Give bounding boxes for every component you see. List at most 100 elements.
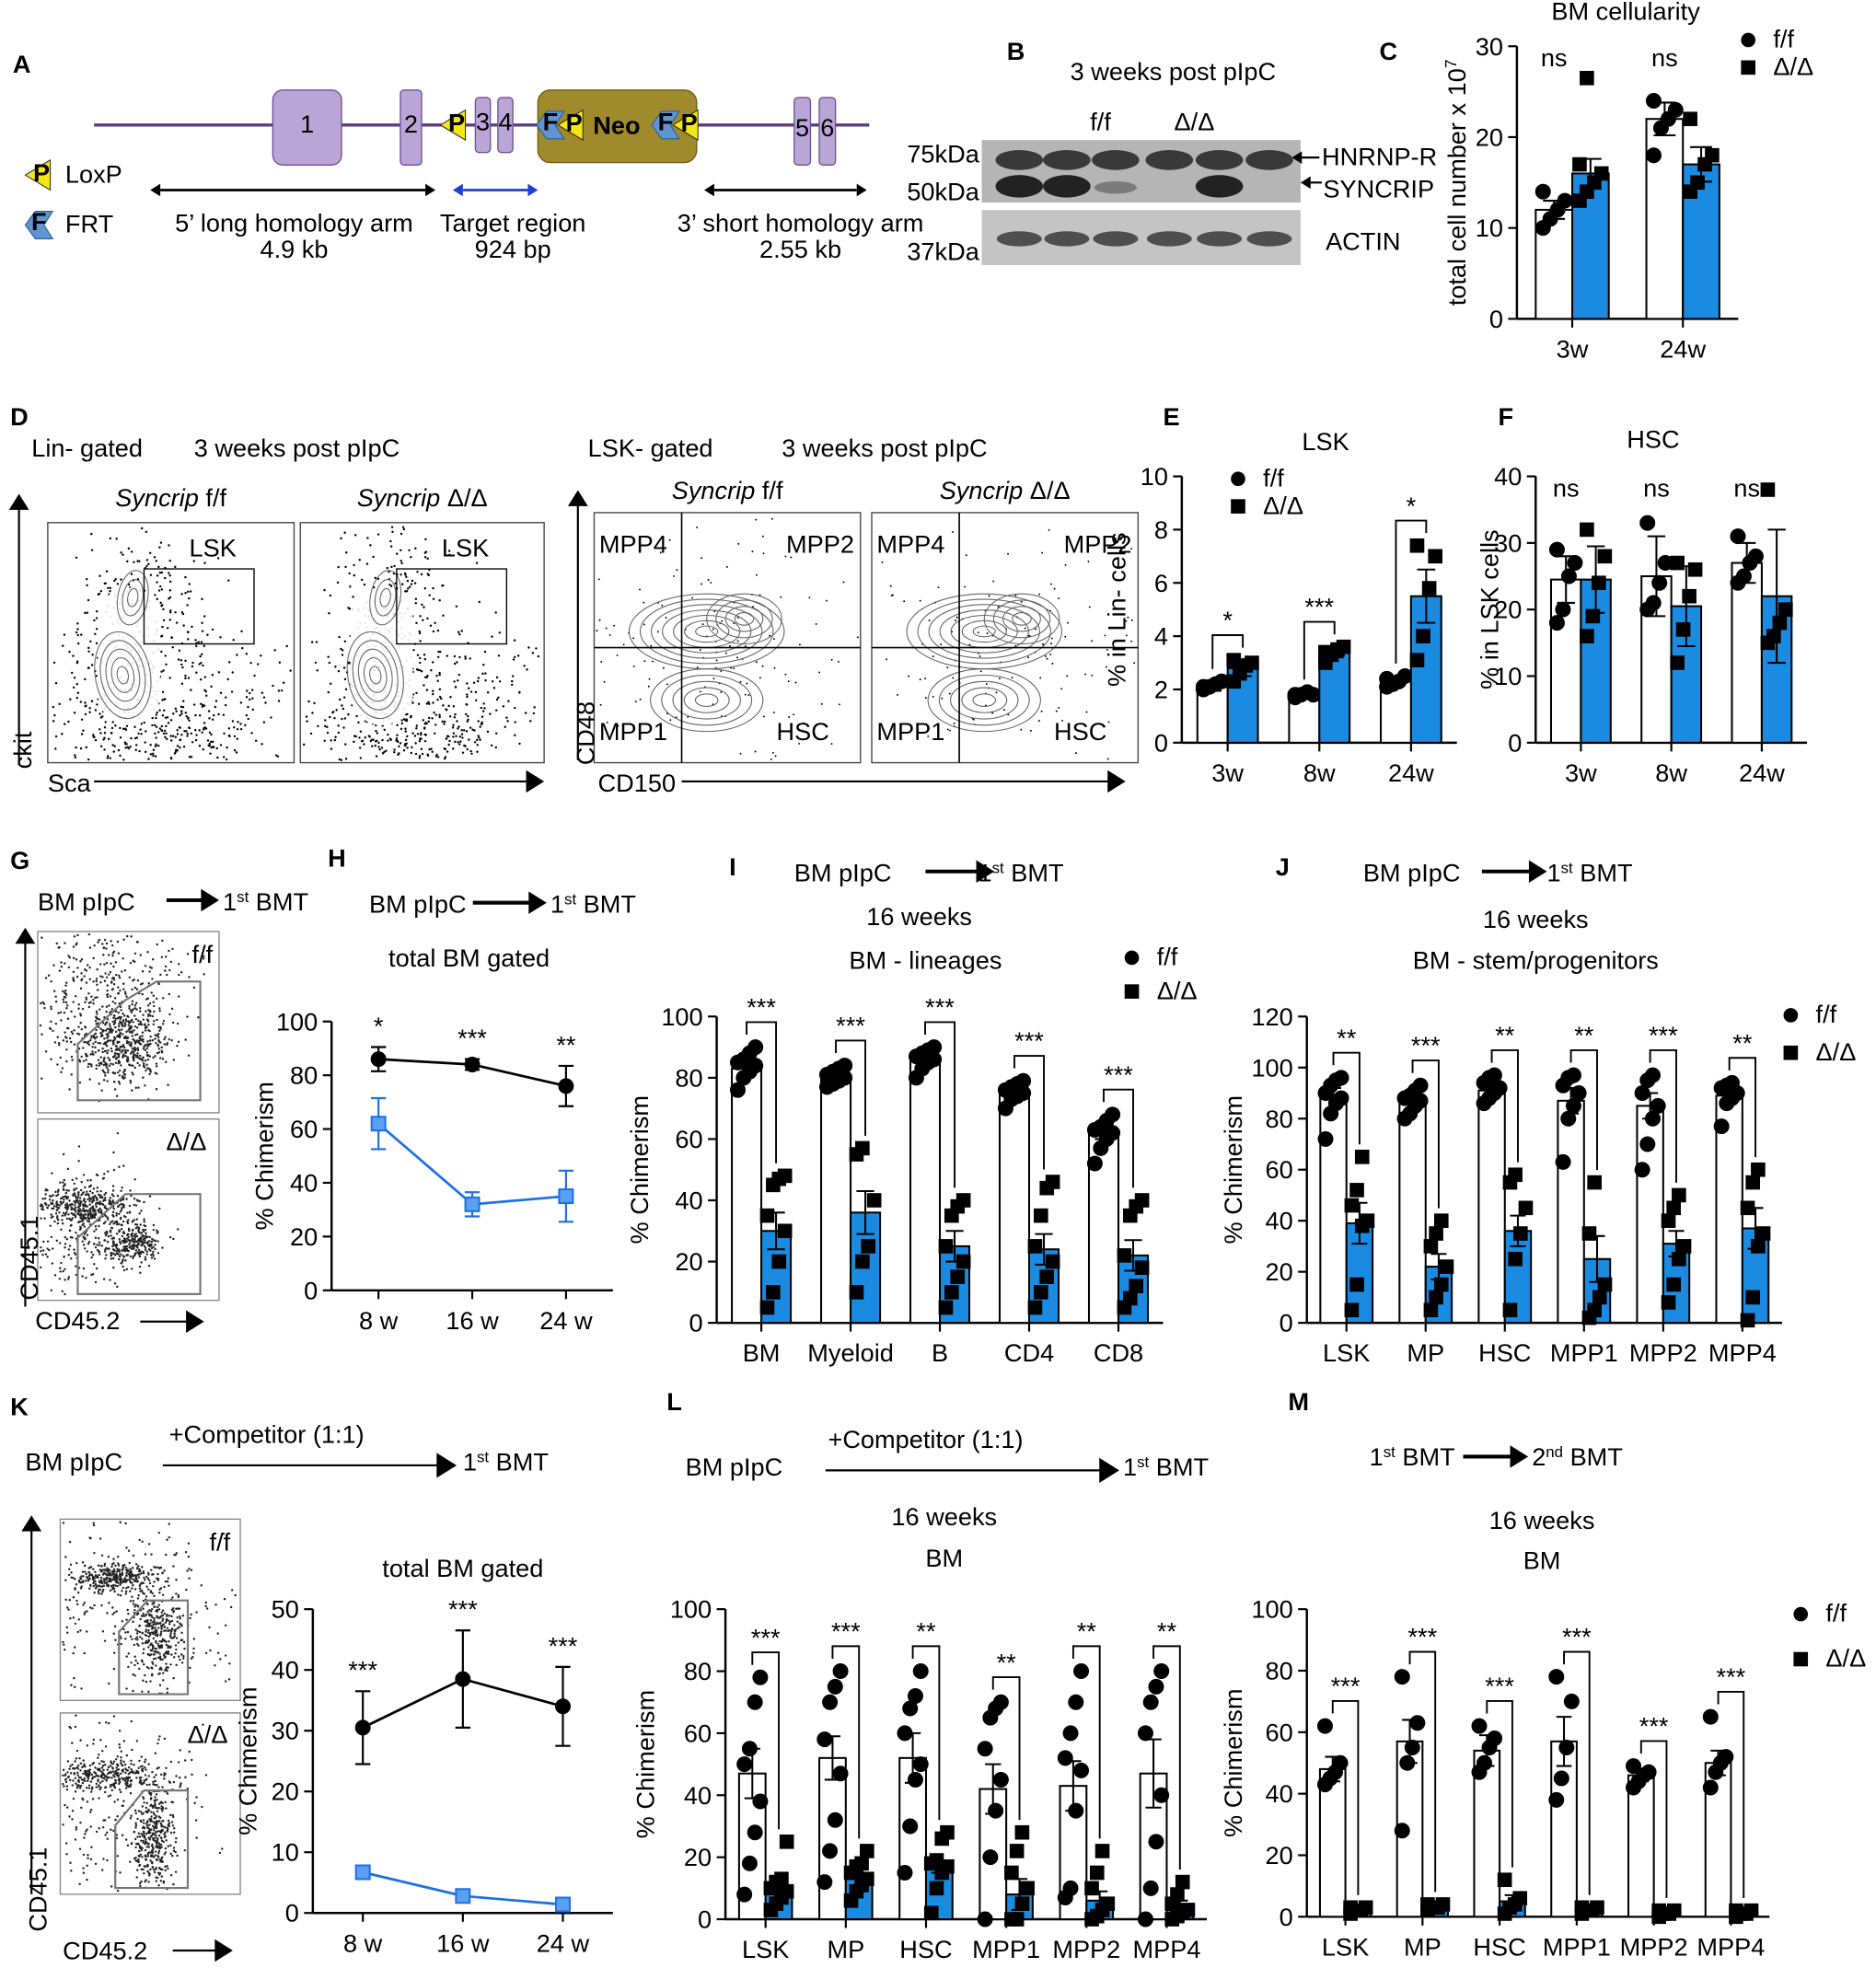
- event-dot: [154, 755, 157, 758]
- event-dot: [129, 1189, 132, 1192]
- event-dot: [370, 738, 374, 741]
- event-dot: [75, 975, 79, 978]
- event-dot: [353, 735, 356, 737]
- event-dot: [67, 1278, 70, 1280]
- event-dot: [125, 1569, 129, 1571]
- event-dot: [86, 1576, 89, 1580]
- event-dot: [126, 560, 129, 563]
- event-dot: [201, 597, 203, 601]
- event-dot: [115, 1570, 119, 1573]
- event-dot: [652, 660, 654, 663]
- arrow-head: [452, 183, 463, 197]
- event-dot: [131, 1047, 134, 1050]
- event-dot: [152, 1658, 156, 1661]
- event-dot: [61, 1214, 64, 1217]
- contour: [369, 570, 402, 626]
- band: [1245, 149, 1293, 170]
- band: [1197, 231, 1243, 247]
- event-dot: [63, 723, 66, 725]
- event-dot: [313, 701, 316, 705]
- arm-label: Target region: [440, 208, 586, 237]
- event-dot: [186, 590, 190, 594]
- event-dot: [67, 1213, 70, 1216]
- event-dot: [150, 1240, 154, 1244]
- event-dot: [156, 1838, 159, 1842]
- event-dot: [81, 1561, 85, 1564]
- event-dot: [118, 1165, 121, 1168]
- event-dot: [172, 1831, 176, 1834]
- event-dot: [134, 1638, 137, 1640]
- event-dot: [127, 1765, 131, 1769]
- event-dot: [74, 1204, 76, 1207]
- event-dot: [133, 1588, 137, 1591]
- event-dot: [154, 1605, 156, 1608]
- event-dot: [176, 749, 179, 752]
- event-dot: [153, 1566, 156, 1569]
- event-dot: [458, 655, 461, 659]
- event-dot: [145, 1236, 147, 1240]
- quadrant-label: MPP4: [876, 529, 944, 558]
- event-dot: [173, 1624, 176, 1626]
- event-dot: [86, 1864, 88, 1868]
- event-dot: [62, 990, 64, 993]
- event-dot: [154, 1800, 156, 1803]
- event-dot: [769, 634, 771, 637]
- event-dot: [153, 1257, 156, 1260]
- event-dot: [432, 689, 434, 692]
- event-dot: [87, 1571, 91, 1574]
- event-dot: [90, 1790, 93, 1793]
- event-dot: [168, 1037, 170, 1041]
- event-dot: [434, 755, 438, 758]
- event-dot: [64, 1556, 67, 1558]
- event-dot: [157, 1846, 160, 1848]
- band: [996, 231, 1042, 247]
- event-dot: [418, 739, 422, 743]
- event-dot: [109, 1765, 112, 1767]
- event-dot: [89, 640, 92, 643]
- event-dot: [419, 733, 423, 736]
- event-dot: [1091, 640, 1094, 642]
- event-dot: [163, 1737, 167, 1741]
- contour: [992, 599, 1051, 639]
- event-dot: [158, 1684, 162, 1686]
- event-dot: [102, 1768, 105, 1772]
- event-dot: [166, 1618, 169, 1622]
- event-dot: [103, 1790, 107, 1794]
- event-dot: [123, 1036, 126, 1040]
- event-dot: [141, 1631, 144, 1635]
- event-dot: [423, 676, 427, 679]
- event-dot: [62, 1269, 64, 1273]
- event-dot: [1007, 713, 1010, 716]
- event-dot: [132, 1055, 135, 1058]
- event-dot: [71, 1763, 74, 1766]
- event-dot: [110, 1770, 112, 1774]
- event-dot: [100, 1585, 104, 1588]
- event-dot: [145, 559, 149, 561]
- event-dot: [65, 1237, 69, 1241]
- event-dot: [903, 600, 906, 603]
- event-dot: [112, 1195, 115, 1198]
- event-dot: [414, 602, 417, 605]
- event-dot: [87, 1776, 89, 1778]
- event-dot: [157, 1531, 160, 1534]
- event-dot: [179, 726, 181, 729]
- event-dot: [141, 1805, 145, 1808]
- event-dot: [165, 663, 168, 666]
- event-dot: [99, 1570, 103, 1573]
- event-dot: [155, 1042, 157, 1045]
- event-dot: [132, 1008, 134, 1011]
- event-dot: [119, 989, 122, 992]
- event-dot: [58, 1278, 62, 1280]
- event-dot: [150, 1642, 153, 1645]
- event-dot: [203, 726, 207, 729]
- event-dot: [147, 562, 150, 565]
- event-dot: [144, 1224, 147, 1228]
- event-dot: [179, 1658, 181, 1661]
- event-dot: [102, 1278, 106, 1280]
- event-dot: [103, 582, 107, 585]
- event-dot: [234, 1593, 237, 1597]
- event-dot: [146, 1625, 150, 1627]
- event-dot: [134, 1563, 138, 1566]
- quadrant-label: MPP1: [599, 717, 667, 746]
- event-dot: [146, 951, 149, 954]
